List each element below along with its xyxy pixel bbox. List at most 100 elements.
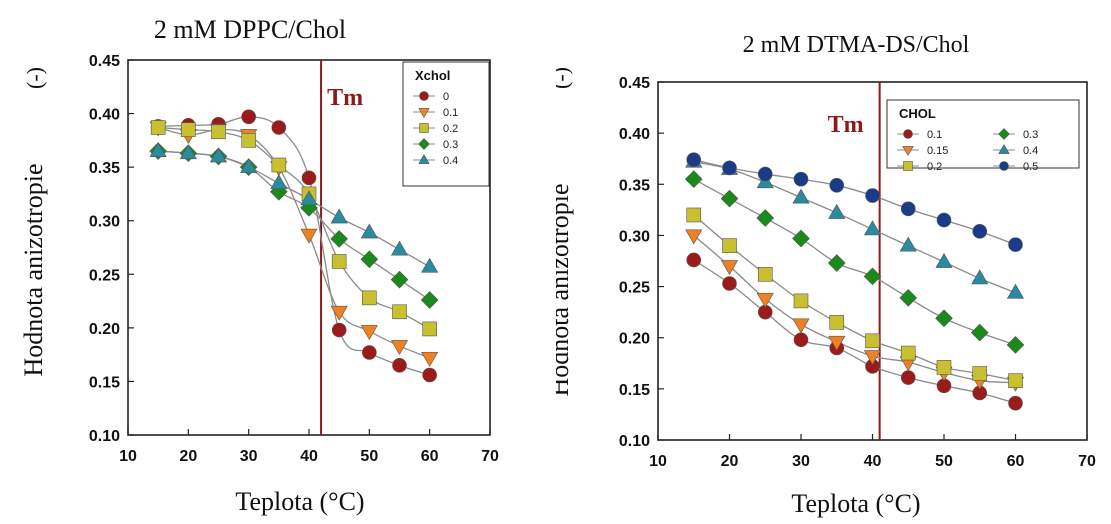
data-point-0.15	[685, 229, 703, 245]
legend-label: 0.3	[443, 139, 458, 151]
legend-label: 0	[443, 91, 449, 103]
data-point-0.3	[720, 189, 739, 208]
data-point-0.2	[757, 266, 773, 282]
data-point-0.4	[330, 208, 348, 224]
data-point-0.1	[300, 228, 318, 244]
chart-title: 2 mM DPPC/Chol	[154, 15, 346, 44]
chart-title: 2 mM DTMA-DS/Chol	[743, 32, 970, 58]
series-line-0.3	[158, 150, 431, 301]
data-point-0.5	[757, 166, 773, 182]
data-point-0.5	[829, 178, 845, 193]
data-point-0.4	[300, 190, 318, 206]
data-point-0.2	[686, 207, 702, 223]
data-point-0.4	[899, 236, 917, 252]
series-line-0.15	[693, 234, 1016, 384]
y-tick-label: 0.40	[619, 126, 650, 143]
data-point-0.4	[792, 188, 810, 204]
series-line-0.5	[693, 159, 1016, 246]
legend-marker-0	[419, 91, 429, 101]
legend-label: 0.5	[1023, 161, 1038, 173]
legend-label: 0.2	[927, 161, 942, 173]
legend-box	[886, 99, 1080, 169]
chart-right-svg: 2 mM DTMA-DS/Chol 0.10 0.15 0.20 0.25 0.30 0.…	[556, 32, 1096, 518]
y-tick-label: 0.20	[89, 321, 120, 338]
legend-marker-0.4	[418, 153, 430, 164]
data-point-0.4	[971, 269, 989, 285]
series-line-0	[158, 116, 430, 376]
data-point-0.1	[360, 325, 378, 341]
data-point-0	[362, 345, 377, 360]
y-tick-label: 0.35	[89, 160, 120, 177]
data-point-0.4	[209, 147, 228, 163]
data-point-0.4	[179, 144, 197, 160]
tm-label: Tm	[828, 112, 864, 138]
y-tick-label: 0.15	[619, 382, 650, 399]
x-tick-label: 70	[481, 448, 499, 465]
series-line-0.2	[693, 214, 1016, 382]
y-axis-unit: (-)	[22, 67, 47, 89]
x-tick-label: 10	[119, 448, 137, 465]
chart-right: 2 mM DTMA-DS/Chol 0.10 0.15 0.20 0.25 0.30 0.…	[556, 0, 1111, 524]
y-tick-label: 0.45	[619, 75, 650, 92]
data-point-0.2	[865, 333, 880, 349]
x-tick-label: 20	[721, 453, 739, 470]
data-point-0.4	[270, 174, 288, 190]
data-point-0.15	[863, 350, 882, 366]
data-point-0.4	[863, 220, 882, 236]
data-point-0.5	[936, 212, 952, 228]
data-point-0.1	[793, 332, 809, 348]
legend-marker-0.3	[418, 138, 430, 150]
data-point-0.2	[900, 345, 916, 361]
data-point-0.5	[900, 201, 916, 217]
data-point-0.1	[330, 305, 348, 321]
data-point-0.2	[1008, 373, 1023, 388]
y-tick-label: 0.10	[619, 433, 650, 450]
legend-title: Xchol	[415, 68, 450, 83]
data-point-0.15	[756, 292, 774, 308]
x-axis-label: Teplota (°C)	[791, 489, 920, 518]
data-point-0.5	[722, 160, 737, 176]
data-point-0.3	[863, 267, 882, 286]
legend-label: 0.1	[927, 129, 942, 141]
data-point-0.1	[390, 340, 409, 356]
x-tick-label: 40	[300, 448, 318, 465]
data-point-0.2	[331, 254, 347, 269]
data-point-0	[271, 120, 287, 135]
data-point-0.3	[360, 250, 379, 269]
legend-marker-0.2	[903, 161, 913, 171]
data-point-0.2	[793, 293, 809, 309]
legend-marker-0.3	[998, 128, 1010, 140]
y-tick-label: 0.30	[89, 214, 120, 231]
data-point-0	[331, 322, 347, 338]
legend-label: 0.4	[443, 155, 458, 167]
data-point-0.2	[722, 238, 737, 253]
series-line-0.4	[693, 161, 1016, 294]
data-point-0.2	[392, 304, 407, 320]
y-axis-label: Hodnota anizotropie	[556, 184, 574, 397]
data-point-0.4	[360, 223, 378, 239]
x-tick-label: 60	[1007, 453, 1025, 470]
x-axis-label: Teplota (°C)	[235, 487, 364, 516]
data-point-0.1	[900, 370, 916, 385]
data-point-0.15	[720, 260, 739, 276]
data-point-0.1	[421, 351, 439, 367]
series-line-0.4	[158, 150, 430, 268]
data-point-0.2	[150, 120, 166, 135]
data-point-0.3	[684, 170, 703, 188]
data-point-0.5	[865, 188, 880, 203]
x-tick-label: 30	[792, 453, 810, 470]
y-axis-label: Hodnota anizotropie	[19, 164, 48, 377]
data-point-0.2	[211, 124, 226, 140]
legend-label: 0.15	[927, 145, 948, 157]
data-point-0	[392, 358, 407, 373]
data-point-0.5	[972, 224, 988, 239]
y-tick-label: 0.10	[89, 428, 120, 445]
legend-title: CHOL	[899, 106, 936, 121]
y-tick-label: 0.30	[619, 228, 650, 245]
legend-marker-0.4	[998, 143, 1010, 154]
data-point-0.4	[240, 158, 258, 174]
data-point-0.5	[686, 152, 702, 168]
data-point-0.3	[756, 209, 775, 227]
chart-left-svg: 2 mM DPPC/Chol 0.100.150.200.250.300.350…	[19, 15, 499, 516]
chart-left: 2 mM DPPC/Chol 0.10 0.15 0.20 0.25 0.30 0.35 0…	[0, 0, 555, 524]
